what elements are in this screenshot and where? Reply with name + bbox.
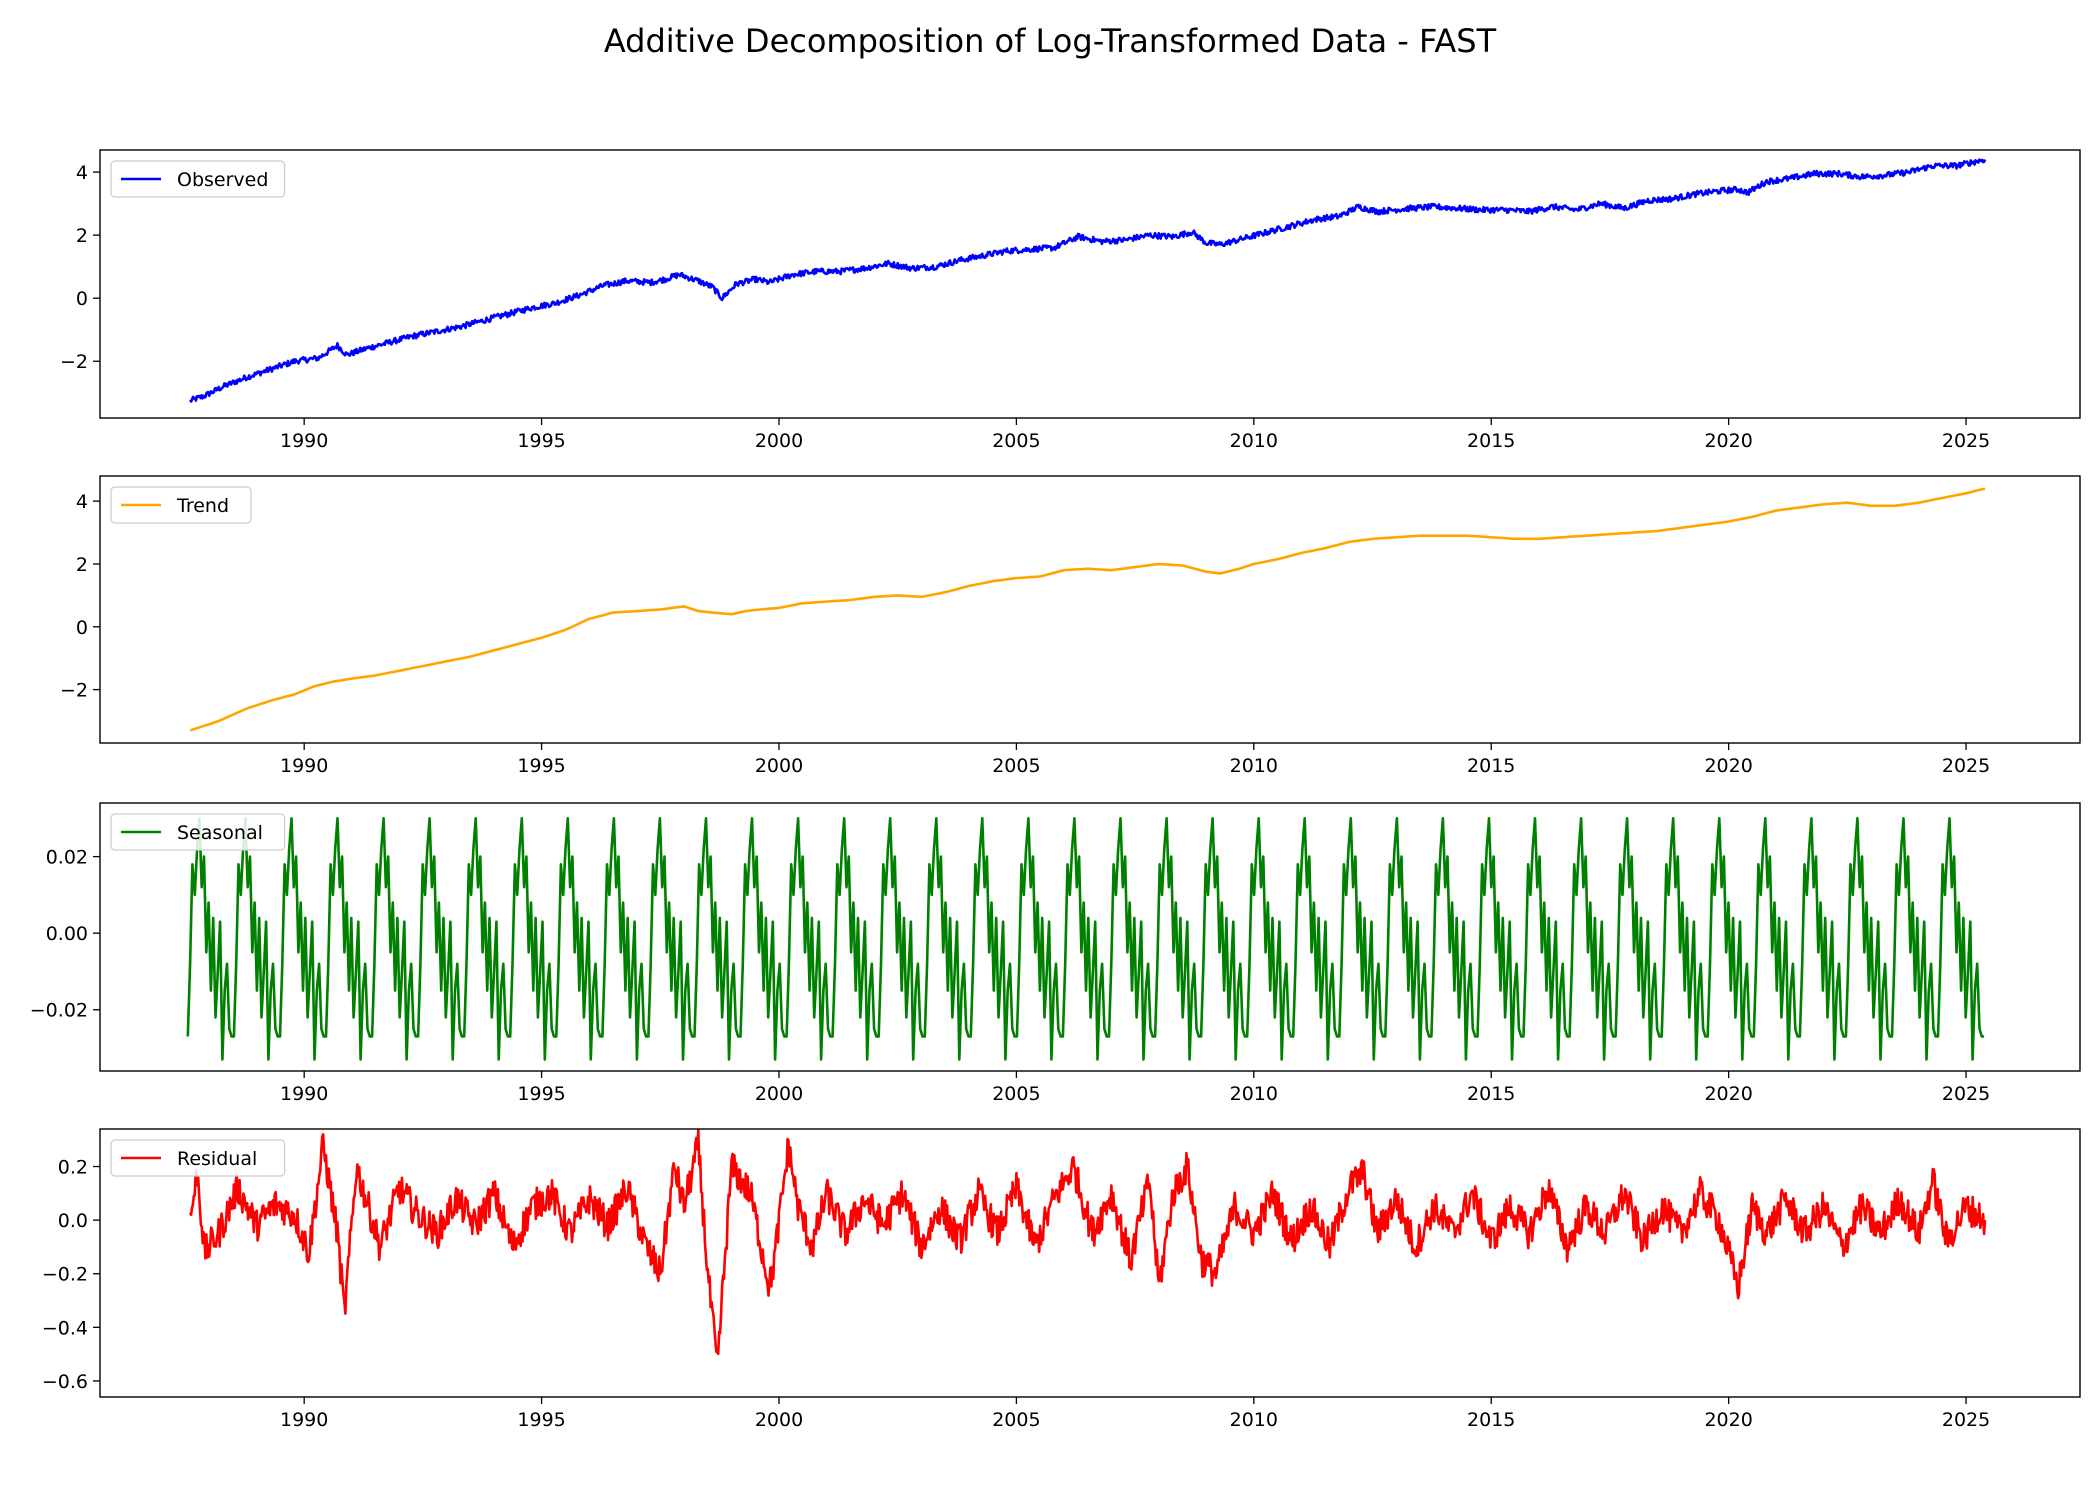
observed-ytick-label: −2 [60, 351, 88, 373]
seasonal-xtick-label: 2015 [1467, 1083, 1515, 1105]
trend-ytick-label: 2 [76, 554, 88, 576]
observed-legend-label: Observed [177, 169, 268, 191]
observed-panel: 1990 1995 2000 2005 2010 2015 2020 2025 −2 0 2 4 Obs… [60, 149, 2081, 452]
residual-legend: Residual [110, 1139, 286, 1177]
residual-xtick-label: 2020 [1704, 1409, 1752, 1431]
seasonal-xtick-label: 2020 [1704, 1083, 1752, 1105]
seasonal-xtick-label: 2010 [1230, 1083, 1278, 1105]
observed-xtick-label: 2020 [1704, 430, 1752, 452]
seasonal-legend-box [110, 813, 286, 851]
residual-legend-label: Residual [177, 1148, 257, 1170]
observed-ytick-label: 4 [76, 162, 88, 184]
trend-xtick-label: 1990 [280, 755, 328, 777]
residual-xtick-label: 2005 [992, 1409, 1040, 1431]
trend-ytick-label: −2 [60, 680, 88, 702]
trend-xtick-label: 2010 [1230, 755, 1278, 777]
trend-xtick-label: 1995 [517, 755, 565, 777]
seasonal-axes-frame [99, 802, 2081, 1072]
residual-panel: 1990 1995 2000 2005 2010 2015 2020 2025 −0.6 −0.4… [42, 1128, 2081, 1431]
observed-legend: Observed [110, 160, 286, 198]
seasonal-panel: 1990 1995 2000 2005 2010 2015 2020 2025 −0.02 0.0… [30, 802, 2081, 1105]
residual-xtick-label: 2010 [1230, 1409, 1278, 1431]
observed-xtick-label: 2015 [1467, 430, 1515, 452]
seasonal-ytick-label: 0.02 [46, 847, 88, 869]
seasonal-ytick-label: −0.02 [30, 1000, 88, 1022]
residual-xtick-label: 2015 [1467, 1409, 1515, 1431]
residual-xtick-label: 1990 [280, 1409, 328, 1431]
figure-title: Additive Decomposition of Log-Transforme… [603, 22, 1497, 60]
observed-xtick-label: 1995 [517, 430, 565, 452]
observed-axes-frame [99, 149, 2081, 419]
trend-xtick-label: 2015 [1467, 755, 1515, 777]
trend-xtick-label: 2020 [1704, 755, 1752, 777]
residual-legend-box [110, 1139, 286, 1177]
residual-ytick-label: 0.2 [58, 1157, 88, 1179]
seasonal-xtick-label: 2025 [1942, 1083, 1990, 1105]
trend-legend: Trend [110, 486, 252, 524]
observed-xtick-label: 1990 [280, 430, 328, 452]
seasonal-xtick-label: 2005 [992, 1083, 1040, 1105]
residual-xtick-label: 2000 [755, 1409, 803, 1431]
trend-xtick-label: 2005 [992, 755, 1040, 777]
trend-series-line [189, 487, 1986, 732]
trend-legend-label: Trend [176, 495, 229, 517]
observed-ytick-label: 0 [76, 288, 88, 310]
trend-xtick-label: 2000 [755, 755, 803, 777]
seasonal-legend: Seasonal [110, 813, 286, 851]
residual-ytick-label: −0.6 [42, 1371, 88, 1393]
seasonal-ytick-label: 0.00 [46, 923, 88, 945]
residual-axes-frame [99, 1128, 2081, 1398]
residual-xtick-label: 1995 [517, 1409, 565, 1431]
trend-panel: 1990 1995 2000 2005 2010 2015 2020 2025 −2 0 2 4 Tre… [60, 475, 2081, 777]
residual-xtick-label: 2025 [1942, 1409, 1990, 1431]
trend-ytick-label: 0 [76, 617, 88, 639]
seasonal-xtick-label: 2000 [755, 1083, 803, 1105]
observed-xtick-label: 2000 [755, 430, 803, 452]
trend-axes-frame [99, 475, 2081, 744]
seasonal-series-line [186, 817, 1985, 1061]
observed-series-line [189, 158, 1987, 403]
residual-series-line [188, 1129, 1987, 1356]
seasonal-xtick-label: 1990 [280, 1083, 328, 1105]
observed-ytick-label: 2 [76, 225, 88, 247]
residual-ytick-label: −0.4 [42, 1317, 88, 1339]
trend-xtick-label: 2025 [1942, 755, 1990, 777]
seasonal-legend-label: Seasonal [177, 822, 263, 844]
residual-ytick-label: −0.2 [42, 1264, 88, 1286]
seasonal-xtick-label: 1995 [517, 1083, 565, 1105]
trend-legend-box [110, 486, 252, 524]
observed-legend-box [110, 160, 286, 198]
observed-xtick-label: 2005 [992, 430, 1040, 452]
observed-xtick-label: 2010 [1230, 430, 1278, 452]
residual-ytick-label: 0.0 [58, 1210, 88, 1232]
observed-xtick-label: 2025 [1942, 430, 1990, 452]
trend-ytick-label: 4 [76, 491, 88, 513]
